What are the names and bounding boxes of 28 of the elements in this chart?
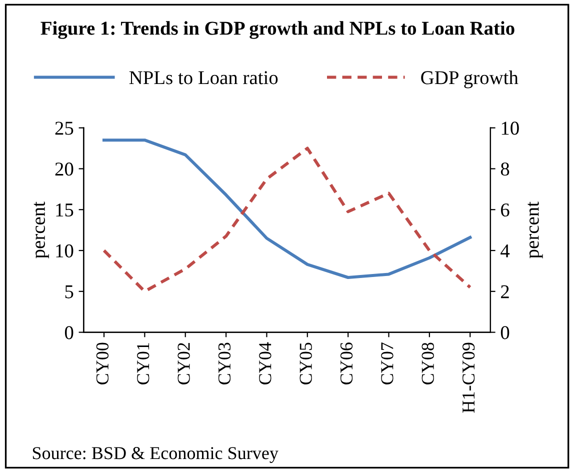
x-tick-label: CY07 — [381, 342, 394, 384]
x-tick-label: CY01 — [137, 343, 150, 384]
y2-tick-label: 10 — [502, 122, 519, 135]
y-tick-label: 5 — [65, 285, 74, 298]
y-tick-label: 0 — [64, 326, 74, 340]
x-tick-label: CY00 — [96, 342, 109, 384]
x-tick-label: CY03 — [218, 342, 231, 384]
y-tick-label: 20 — [55, 162, 74, 176]
legend-label: GDP growth — [421, 70, 518, 88]
x-tick-label: CY04 — [259, 342, 272, 384]
y2-axis-title: percent — [528, 202, 543, 258]
y2-tick-label: 2 — [501, 285, 509, 298]
y2-tick-label: 4 — [500, 244, 510, 258]
x-tick-label: CY08 — [422, 342, 434, 384]
y-tick-label: 15 — [56, 204, 74, 217]
y2-tick-label: 0 — [500, 326, 510, 340]
y-tick-label: 10 — [56, 244, 74, 258]
x-tick-label: CY06 — [340, 342, 353, 384]
y-axis-title: percent — [34, 202, 49, 258]
y-tick-label: 25 — [55, 122, 74, 135]
y2-tick-label: 8 — [500, 162, 510, 176]
chart-title: Figure 1: Trends in GDP growth and NPLs to Loan Ratio — [40, 21, 514, 39]
legend-label: NPLs to Loan ratio — [129, 71, 278, 84]
x-tick-label: CY02 — [178, 343, 190, 384]
x-tick-label: CY05 — [300, 342, 312, 384]
x-tick-label: H1-CY09 — [462, 342, 475, 413]
y2-tick-label: 6 — [501, 203, 510, 217]
source-note: Source: BSD & Economic Survey — [32, 447, 278, 463]
